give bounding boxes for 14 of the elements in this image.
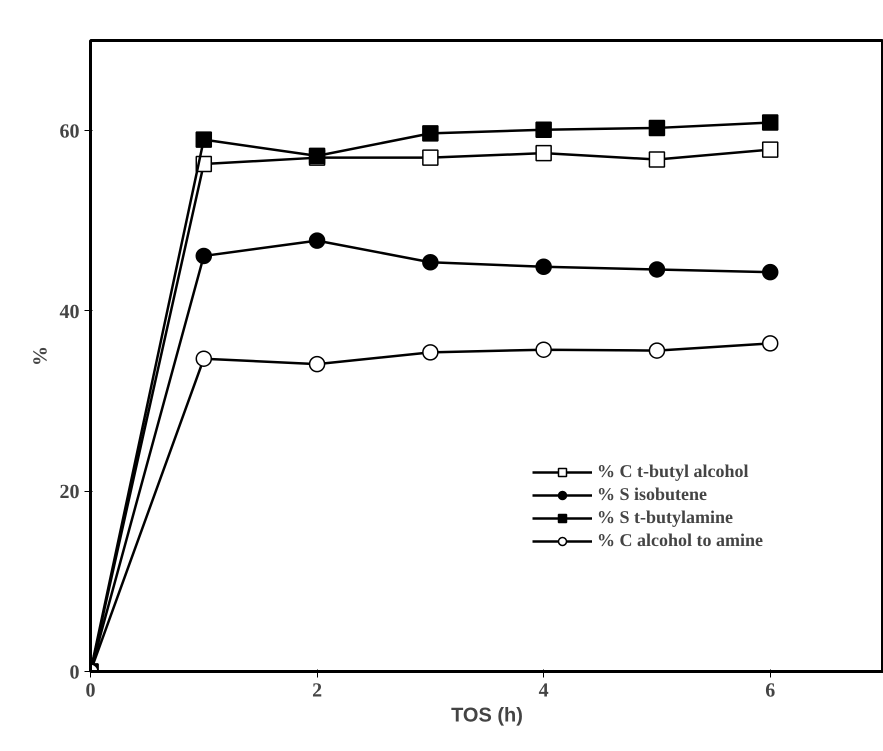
x-tick-label: 2: [312, 680, 322, 702]
y-tick-label: 40: [60, 300, 80, 323]
legend-label: % S isobutene: [597, 484, 708, 505]
y-tick-label: 0: [70, 662, 80, 684]
x-tick-label: 4: [538, 680, 549, 702]
y-axis-title: %: [30, 346, 52, 366]
y-tick-label: 20: [60, 481, 80, 504]
legend-label: % C alcohol to amine: [597, 530, 763, 551]
x-tick-label: 6: [765, 680, 776, 702]
legend-label: % C t-butyl alcohol: [597, 461, 749, 482]
x-axis-title: TOS (h): [451, 704, 523, 726]
legend-label: % S t-butylamine: [597, 507, 734, 528]
y-tick-label: 60: [60, 120, 80, 143]
x-tick-label: 0: [86, 680, 96, 702]
